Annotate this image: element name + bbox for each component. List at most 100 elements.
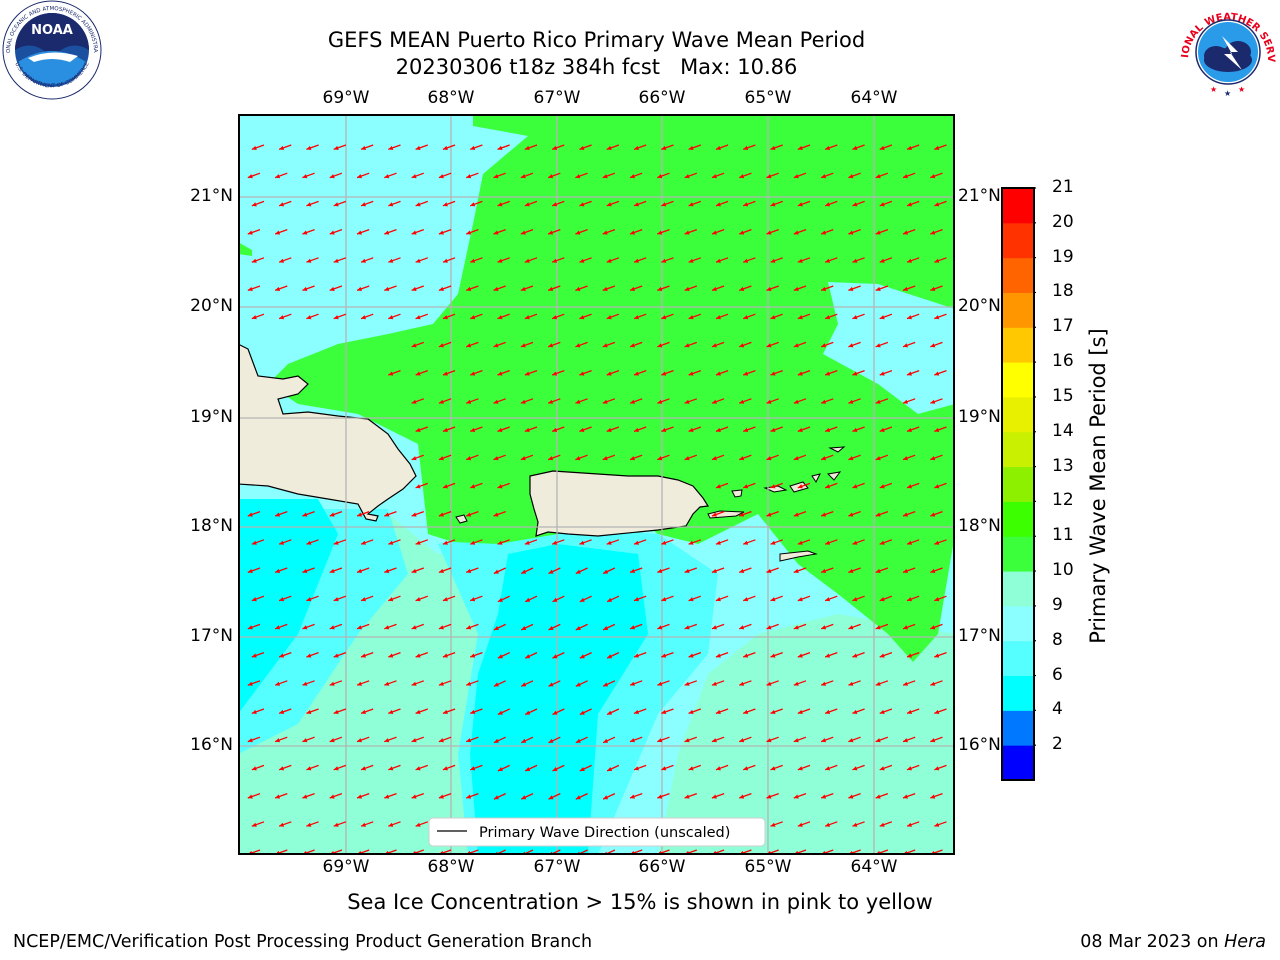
wave-arrowhead bbox=[711, 738, 717, 743]
wave-arrowhead bbox=[493, 456, 499, 461]
wave-arrowhead bbox=[770, 653, 776, 658]
wave-arrowhead bbox=[715, 145, 721, 150]
wave-arrowhead bbox=[848, 399, 854, 404]
colorbar-tick-label: 4 bbox=[1052, 699, 1063, 720]
wave-arrowhead bbox=[442, 540, 448, 545]
legend-label: Primary Wave Direction (unscaled) bbox=[479, 825, 730, 841]
period-11-12-area bbox=[268, 115, 954, 662]
colorbar-segment bbox=[1002, 327, 1034, 363]
wave-arrowhead bbox=[603, 626, 609, 630]
period-6-8-band bbox=[239, 499, 338, 713]
wave-arrowhead bbox=[852, 315, 858, 320]
wave-arrowhead bbox=[470, 653, 476, 658]
wave-arrowhead bbox=[739, 456, 745, 461]
wave-arrowhead bbox=[275, 625, 281, 630]
wave-arrowhead bbox=[825, 766, 831, 771]
wave-arrowhead bbox=[411, 174, 417, 179]
wave-arrowhead bbox=[466, 286, 472, 291]
wave-arrowhead bbox=[602, 286, 608, 291]
wave-arrowhead bbox=[525, 597, 531, 602]
wave-arrowhead bbox=[825, 202, 831, 207]
colorbar-tick-label: 16 bbox=[1052, 351, 1074, 372]
wave-arrowhead bbox=[875, 738, 881, 743]
wave-arrowhead bbox=[493, 512, 499, 517]
wave-arrowhead bbox=[684, 568, 690, 573]
latitude-label: 16°N bbox=[958, 735, 1001, 755]
wave-arrowhead bbox=[466, 681, 472, 686]
wave-arrowhead bbox=[302, 681, 308, 686]
wave-arrowhead bbox=[438, 738, 444, 743]
wave-arrowhead bbox=[821, 738, 827, 743]
wave-arrowhead bbox=[524, 540, 530, 545]
wave-arrowhead bbox=[711, 456, 717, 461]
wave-arrowhead bbox=[329, 681, 335, 686]
wave-arrowhead bbox=[279, 202, 285, 207]
wave-arrowhead bbox=[361, 202, 366, 207]
wave-arrowhead bbox=[442, 315, 448, 320]
wave-arrowhead bbox=[903, 794, 908, 799]
wave-arrowhead bbox=[743, 258, 749, 263]
wave-arrowhead bbox=[442, 371, 448, 376]
wave-arrowhead bbox=[247, 568, 253, 573]
wave-arrowhead bbox=[766, 568, 772, 573]
wave-arrowhead bbox=[657, 456, 663, 461]
latitude-label: 19°N bbox=[958, 407, 1001, 427]
wave-arrowhead bbox=[357, 738, 362, 743]
chart-subtitle: 20230306 t18z 384h fcst Max: 10.86 bbox=[395, 55, 798, 79]
wave-arrowhead bbox=[875, 512, 881, 517]
wave-arrowhead bbox=[306, 258, 312, 263]
wave-arrowhead bbox=[333, 540, 339, 545]
wave-arrowhead bbox=[711, 681, 717, 686]
wave-arrowhead bbox=[548, 343, 554, 348]
wave-arrowhead bbox=[575, 230, 581, 235]
wave-arrowhead bbox=[361, 145, 366, 150]
wave-arrowhead bbox=[357, 568, 362, 573]
wave-arrowhead bbox=[852, 145, 858, 150]
wave-arrowhead bbox=[661, 258, 667, 263]
wave-arrowhead bbox=[415, 822, 421, 827]
wave-arrowhead bbox=[411, 568, 417, 573]
wave-arrowhead bbox=[333, 145, 339, 150]
wave-arrowhead bbox=[934, 258, 940, 263]
wave-arrowhead bbox=[907, 766, 912, 771]
wave-arrowhead bbox=[524, 258, 530, 263]
wave-arrowhead bbox=[579, 145, 585, 150]
wave-arrowhead bbox=[875, 625, 881, 630]
colorbar-tick-label: 14 bbox=[1052, 420, 1074, 441]
wave-arrowhead bbox=[930, 399, 936, 404]
wave-arrowhead bbox=[766, 456, 772, 461]
wave-arrowhead bbox=[329, 738, 335, 743]
wave-arrowhead bbox=[415, 766, 421, 771]
wave-arrowhead bbox=[821, 512, 827, 517]
wave-arrowhead bbox=[438, 568, 444, 573]
wave-arrowhead bbox=[630, 738, 635, 743]
wave-arrowhead bbox=[879, 653, 885, 658]
wave-arrowhead bbox=[907, 427, 912, 432]
wave-arrowhead bbox=[879, 371, 885, 376]
wave-arrowhead bbox=[438, 681, 444, 686]
wave-arrowhead bbox=[903, 456, 908, 461]
wave-arrowhead bbox=[657, 681, 663, 686]
wave-arrowhead bbox=[552, 145, 558, 150]
wave-arrowhead bbox=[388, 597, 394, 602]
wave-arrowhead bbox=[821, 343, 827, 348]
wave-arrowhead bbox=[521, 738, 527, 743]
wave-arrowhead bbox=[524, 145, 530, 150]
wave-arrowhead bbox=[852, 822, 858, 827]
wave-arrowhead bbox=[770, 484, 776, 489]
wave-arrowhead bbox=[275, 681, 281, 686]
wave-arrowhead bbox=[630, 456, 635, 461]
colorbar-tick-label: 6 bbox=[1052, 664, 1063, 685]
longitude-label: 65°W bbox=[744, 88, 792, 108]
wave-arrowhead bbox=[497, 767, 503, 771]
wave-arrowhead bbox=[548, 738, 554, 743]
branch-credit: NCEP/EMC/Verification Post Processing Pr… bbox=[13, 932, 593, 952]
wave-arrowhead bbox=[388, 766, 394, 771]
wave-arrowhead bbox=[934, 145, 940, 150]
wave-arrowhead bbox=[657, 230, 663, 235]
wave-arrowhead bbox=[930, 681, 936, 686]
wave-arrowhead bbox=[797, 822, 803, 827]
wave-arrowhead bbox=[579, 540, 585, 545]
wave-arrowhead bbox=[575, 456, 581, 461]
wave-arrowhead bbox=[415, 653, 421, 658]
